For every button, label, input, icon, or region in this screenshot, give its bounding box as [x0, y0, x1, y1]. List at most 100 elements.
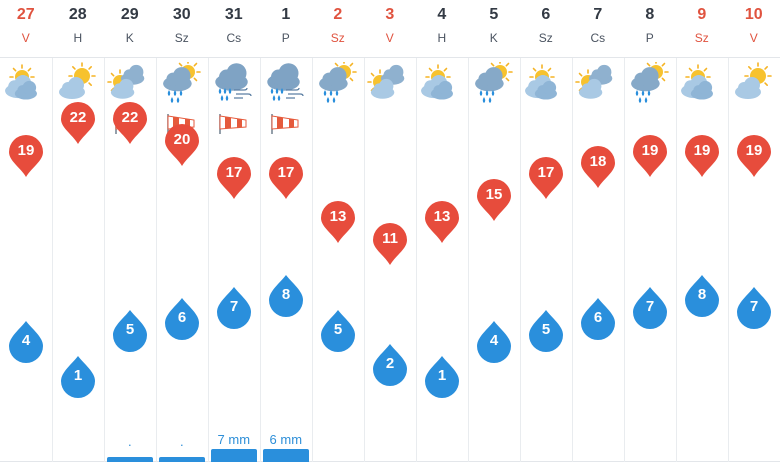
- day-column[interactable]: 1 P 17 8 6 mm: [260, 0, 312, 468]
- min-temp-value: 8: [281, 286, 291, 303]
- partly-cloudy-icon: [416, 62, 468, 108]
- day-column[interactable]: 29 K 22 5.: [104, 0, 156, 468]
- min-temp-drop: 2: [372, 342, 408, 386]
- weekday-abbr: K: [489, 31, 498, 45]
- weekday-abbr: K: [125, 31, 134, 45]
- min-temp-value: 1: [437, 366, 447, 384]
- day-column[interactable]: 5 K 15 4: [468, 0, 520, 468]
- column-separator: [520, 58, 521, 462]
- day-column[interactable]: 9 Sz 19 8: [676, 0, 728, 468]
- max-temp-pin: 15: [476, 179, 512, 223]
- max-temp-pin: 19: [684, 135, 720, 179]
- weekday-abbr: Sz: [330, 31, 345, 45]
- precipitation-label: .: [179, 434, 184, 449]
- precipitation-bar: [107, 457, 153, 462]
- column-separator: [572, 58, 573, 462]
- precipitation-label: 6 mm: [269, 432, 303, 447]
- weekday-abbr: V: [21, 31, 30, 45]
- max-temp-pin: 13: [424, 201, 460, 245]
- weekday-abbr: Sz: [174, 31, 189, 45]
- max-temp-value: 18: [589, 153, 607, 170]
- day-column[interactable]: 4 H 13 1: [416, 0, 468, 468]
- min-temp-drop: 6: [164, 296, 200, 340]
- day-number: 1: [281, 6, 291, 23]
- day-number: 28: [68, 6, 87, 23]
- max-temp-value: 20: [173, 131, 191, 148]
- min-temp-value: 8: [697, 286, 707, 303]
- day-column[interactable]: 3 V 11 2: [364, 0, 416, 468]
- windsock-icon: [208, 110, 260, 138]
- max-temp-pin: 11: [372, 223, 408, 267]
- min-temp-drop: 4: [8, 319, 44, 363]
- max-temp-pin: 19: [8, 135, 44, 179]
- partly-cloudy-icon: [676, 62, 728, 108]
- max-temp-pin: 13: [320, 201, 356, 245]
- max-temp-value: 19: [745, 142, 763, 159]
- min-temp-drop: 5: [528, 308, 564, 352]
- max-temp-pin: 22: [112, 102, 148, 146]
- day-column[interactable]: 2 Sz 13 5: [312, 0, 364, 468]
- day-column[interactable]: 10 V 19 7: [728, 0, 780, 468]
- max-temp-value: 17: [277, 164, 295, 181]
- partly-cloudy-icon: [0, 62, 52, 108]
- min-temp-value: 5: [541, 320, 551, 338]
- day-column[interactable]: 30 Sz 20 6.: [156, 0, 208, 468]
- min-temp-drop: 5: [112, 308, 148, 352]
- weekday-abbr: Cs: [226, 31, 242, 45]
- weekday-abbr: Sz: [538, 31, 553, 45]
- cloud-rain-wind-icon: [260, 62, 312, 108]
- sun-clouds-icon: [572, 62, 624, 108]
- day-number: 3: [385, 6, 395, 23]
- min-temp-drop: 7: [632, 285, 668, 329]
- partly-cloudy-icon: [520, 62, 572, 108]
- day-column[interactable]: 6 Sz 17 5: [520, 0, 572, 468]
- min-temp-drop: 6: [580, 296, 616, 340]
- max-temp-pin: 17: [216, 157, 252, 201]
- cloud-heavy-rain-icon: [208, 62, 260, 108]
- min-temp-value: 4: [489, 332, 499, 349]
- max-temp-pin: 17: [268, 157, 304, 201]
- day-number: 2: [333, 6, 343, 23]
- max-temp-pin: 18: [580, 146, 616, 190]
- min-temp-drop: 8: [268, 273, 304, 317]
- day-column[interactable]: 31 Cs 17 7 7 mm: [208, 0, 260, 468]
- min-temp-value: 7: [645, 297, 655, 315]
- min-temp-drop: 7: [216, 285, 252, 329]
- weekday-abbr: H: [73, 31, 83, 45]
- min-temp-drop: 1: [60, 354, 96, 398]
- min-temp-value: 7: [749, 297, 759, 315]
- min-temp-value: 6: [593, 309, 603, 326]
- column-separator: [260, 58, 261, 462]
- max-temp-value: 17: [537, 164, 555, 181]
- day-column[interactable]: 27 V 19 4: [0, 0, 52, 468]
- day-number: 30: [172, 6, 191, 23]
- column-separator: [624, 58, 625, 462]
- column-separator: [312, 58, 313, 462]
- weekday-abbr: V: [385, 31, 394, 45]
- sun-clouds-icon: [104, 62, 156, 108]
- day-column[interactable]: 28 H 22 1: [52, 0, 104, 468]
- day-column[interactable]: 8 P 19 7: [624, 0, 676, 468]
- min-temp-drop: 7: [736, 285, 772, 329]
- column-separator: [416, 58, 417, 462]
- min-temp-drop: 1: [424, 354, 460, 398]
- precipitation-label: 7 mm: [217, 432, 251, 447]
- column-separator: [364, 58, 365, 462]
- column-separator: [156, 58, 157, 462]
- max-temp-pin: 20: [164, 124, 200, 168]
- column-separator: [208, 58, 209, 462]
- min-temp-value: 2: [385, 355, 395, 372]
- sun-cloud-rain-icon: [468, 62, 520, 108]
- min-temp-value: 4: [21, 332, 31, 349]
- weekday-abbr: P: [281, 31, 290, 45]
- max-temp-value: 15: [485, 186, 503, 203]
- day-column[interactable]: 7 Cs 18 6: [572, 0, 624, 468]
- max-temp-value: 13: [433, 208, 451, 225]
- max-temp-pin: 22: [60, 102, 96, 146]
- header-divider: [0, 57, 780, 58]
- column-separator: [104, 58, 105, 462]
- day-number: 5: [489, 6, 499, 23]
- weekday-abbr: Cs: [590, 31, 606, 45]
- column-separator: [52, 58, 53, 462]
